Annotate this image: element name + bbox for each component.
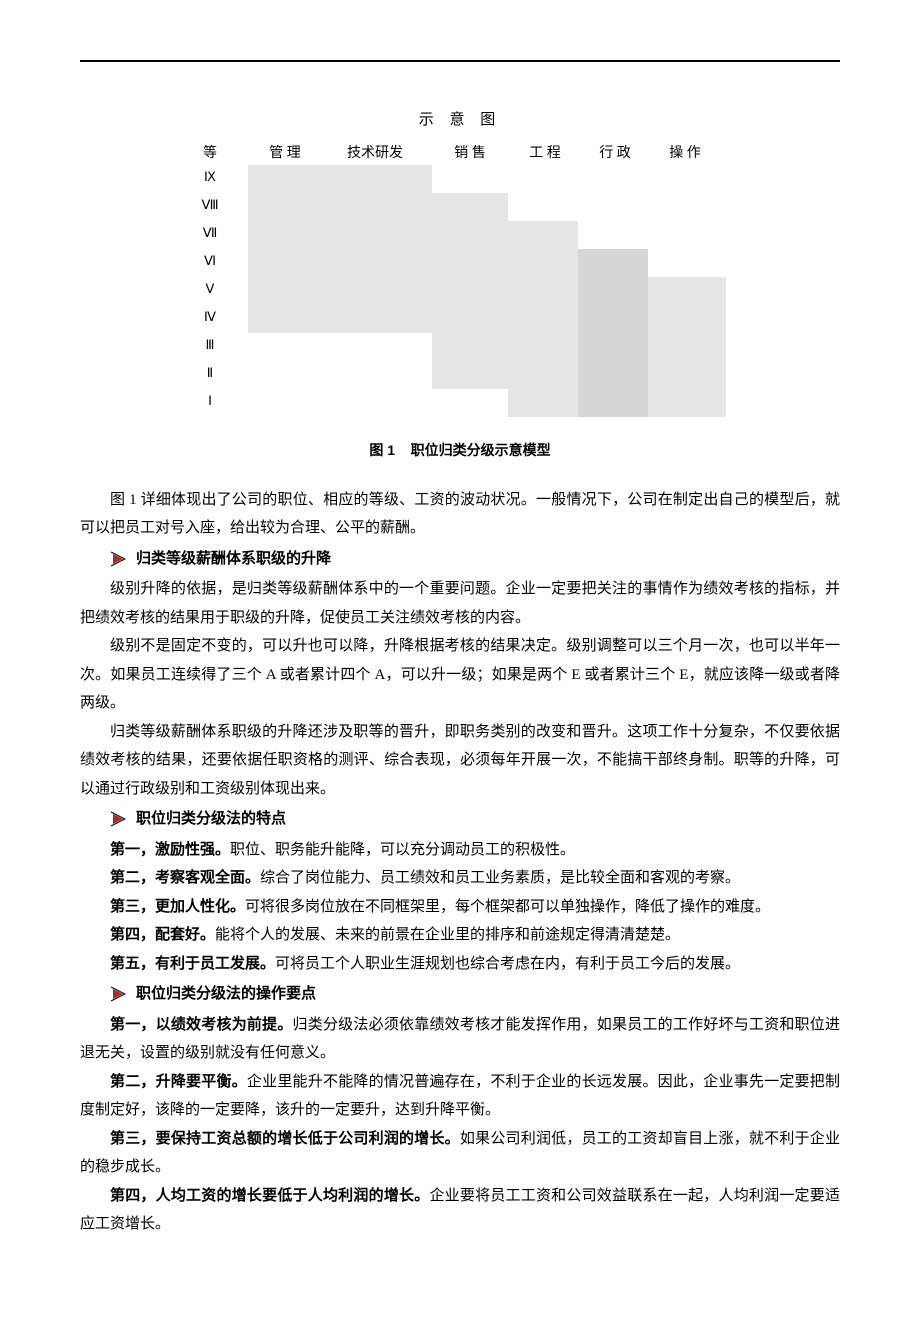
figure-text: 职位归类分级示意模型 [411,442,551,458]
list-item: 第二，考察客观全面。综合了岗位能力、员工绩效和员工业务素质，是比较全面和客观的考… [80,864,840,893]
section-heading-2: 职位归类分级法的特点 [110,805,840,834]
item-lead: 第一，以绩效考核为前提。 [110,1016,293,1033]
section-heading-3: 职位归类分级法的操作要点 [110,980,840,1009]
list-item: 第一，激励性强。职位、职务能升能降，可以充分调动员工的积极性。 [80,836,840,865]
chart-level-label: Ⅱ [190,361,230,386]
chart-level-label: Ⅷ [190,193,230,218]
figure-label: 图 1 [369,442,395,458]
arrow-icon [110,811,126,827]
chart-band [578,249,648,417]
figure-caption: 图 1 职位归类分级示意模型 [80,437,840,464]
list-item: 第四，人均工资的增长要低于人均利润的增长。企业要将员工工资和公司效益联系在一起，… [80,1182,840,1239]
chart-column-header: 操 作 [655,141,715,168]
para-intro: 图 1 详细体现出了公司的职位、相应的等级、工资的波动状况。一般情况下，公司在制… [80,486,840,543]
section-title: 职位归类分级法的特点 [136,805,286,834]
chart-column-header: 管 理 [250,141,320,168]
item-lead: 第四，人均工资的增长要低于人均利润的增长。 [110,1187,429,1204]
para: 级别升降的依据，是归类等级薪酬体系中的一个重要问题。企业一定要把关注的事情作为绩… [80,575,840,632]
chart-band [324,165,432,333]
item-lead: 第一，激励性强。 [110,841,230,858]
chart-column-header: 技术研发 [330,141,420,168]
chart-canvas: 等管 理技术研发销 售工 程行 政操 作 Ⅸ Ⅷ Ⅶ Ⅵ Ⅴ Ⅳ Ⅲ Ⅱ Ⅰ [190,141,730,421]
item-lead: 第三，更加人性化。 [110,898,245,915]
item-lead: 第四，配套好。 [110,926,215,943]
chart-level-label: Ⅵ [190,249,230,274]
list-item: 第三，更加人性化。可将很多岗位放在不同框架里，每个框架都可以单独操作，降低了操作… [80,893,840,922]
item-text: 职位、职务能升能降，可以充分调动员工的积极性。 [230,842,575,858]
list-item: 第五，有利于员工发展。可将员工个人职业生涯规划也综合考虑在内，有利于员工今后的发… [80,950,840,979]
chart-level-label: Ⅶ [190,221,230,246]
arrow-icon [110,551,126,567]
chart-title: 示 意 图 [80,106,840,135]
item-lead: 第二，考察客观全面。 [110,869,260,886]
arrow-icon [110,986,126,1002]
section-title: 归类等级薪酬体系职级的升降 [136,545,331,574]
item-text: 可将员工个人职业生涯规划也综合考虑在内，有利于员工今后的发展。 [275,956,740,972]
chart-band [508,221,578,417]
para: 级别不是固定不变的，可以升也可以降，升降根据考核的结果决定。级别调整可以三个月一… [80,632,840,718]
chart-level-label: Ⅲ [190,333,230,358]
item-text: 综合了岗位能力、员工绩效和员工业务素质，是比较全面和客观的考察。 [260,870,740,886]
chart-container: 示 意 图 等管 理技术研发销 售工 程行 政操 作 Ⅸ Ⅷ Ⅶ Ⅵ Ⅴ Ⅳ Ⅲ Ⅱ Ⅰ [80,106,840,431]
chart-column-header: 销 售 [435,141,505,168]
chart-level-label: Ⅴ [190,277,230,302]
item-text: 可将很多岗位放在不同框架里，每个框架都可以单独操作，降低了操作的难度。 [245,899,770,915]
chart-band [432,193,508,389]
para: 归类等级薪酬体系职级的升降还涉及职等的晋升，即职务类别的改变和晋升。这项工作十分… [80,718,840,804]
chart-level-label: Ⅳ [190,305,230,330]
chart-column-header: 工 程 [515,141,575,168]
item-lead: 第三，要保持工资总额的增长低于公司利润的增长。 [110,1130,460,1147]
chart-column-header: 等 [190,141,230,168]
list-item: 第三，要保持工资总额的增长低于公司利润的增长。如果公司利润低，员工的工资却盲目上… [80,1125,840,1182]
list-item: 第一，以绩效考核为前提。归类分级法必须依靠绩效考核才能发挥作用，如果员工的工作好… [80,1011,840,1068]
chart-level-label: Ⅰ [190,389,230,414]
item-lead: 第五，有利于员工发展。 [110,955,275,972]
chart-column-header: 行 政 [585,141,645,168]
section-heading-1: 归类等级薪酬体系职级的升降 [110,545,840,574]
section-title: 职位归类分级法的操作要点 [136,980,316,1009]
item-text: 能将个人的发展、未来的前景在企业里的排序和前途规定得清清楚楚。 [215,927,680,943]
list-item: 第四，配套好。能将个人的发展、未来的前景在企业里的排序和前途规定得清清楚楚。 [80,921,840,950]
item-lead: 第二，升降要平衡。 [110,1073,247,1090]
list-item: 第二，升降要平衡。企业里能升不能降的情况普遍存在，不利于企业的长远发展。因此，企… [80,1068,840,1125]
chart-band [648,277,726,417]
chart-level-label: Ⅸ [190,165,230,190]
chart-band [248,165,324,333]
top-rule [80,60,840,62]
